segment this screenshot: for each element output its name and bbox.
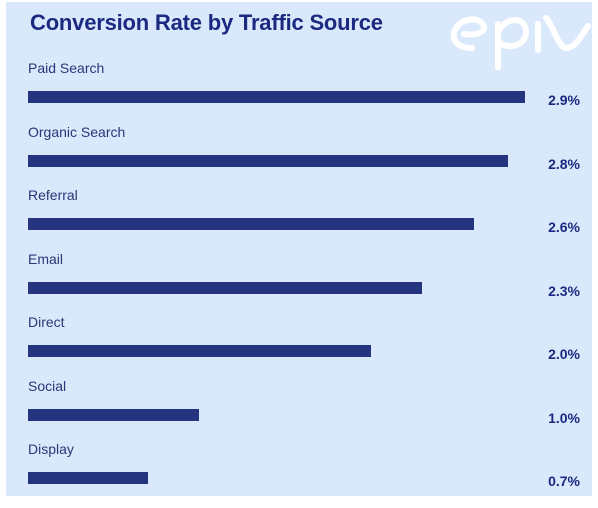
value-label: 1.0% <box>548 409 580 426</box>
bar <box>28 218 474 230</box>
category-label: Referral <box>28 187 78 203</box>
category-label: Direct <box>28 314 65 330</box>
bar <box>28 281 422 294</box>
bar <box>28 154 508 167</box>
value-label: 2.3% <box>548 282 580 299</box>
category-label: Email <box>28 250 64 267</box>
chart-title: Conversion Rate by Traffic Source <box>30 10 383 35</box>
category-label: Paid Search <box>28 60 105 76</box>
bar <box>28 408 199 421</box>
value-label: 2.9% <box>548 92 580 108</box>
category-label: Social <box>28 377 67 394</box>
bar <box>28 91 525 103</box>
bar-chart-area: Paid Search 2.9% Organic Search 2.8% Referra… <box>6 2 592 496</box>
value-label: 2.8% <box>548 155 580 172</box>
value-label: 2.6% <box>548 219 580 235</box>
bar <box>28 345 371 357</box>
category-label: Display <box>28 441 74 457</box>
value-label: 2.0% <box>548 346 580 362</box>
value-label: 0.7% <box>548 473 580 489</box>
chart-panel: Conversion Rate by Traffic Source Paid S… <box>6 2 592 496</box>
epi-logo-icon <box>450 15 591 70</box>
category-label: Organic Search <box>28 123 126 140</box>
bar <box>28 472 148 484</box>
